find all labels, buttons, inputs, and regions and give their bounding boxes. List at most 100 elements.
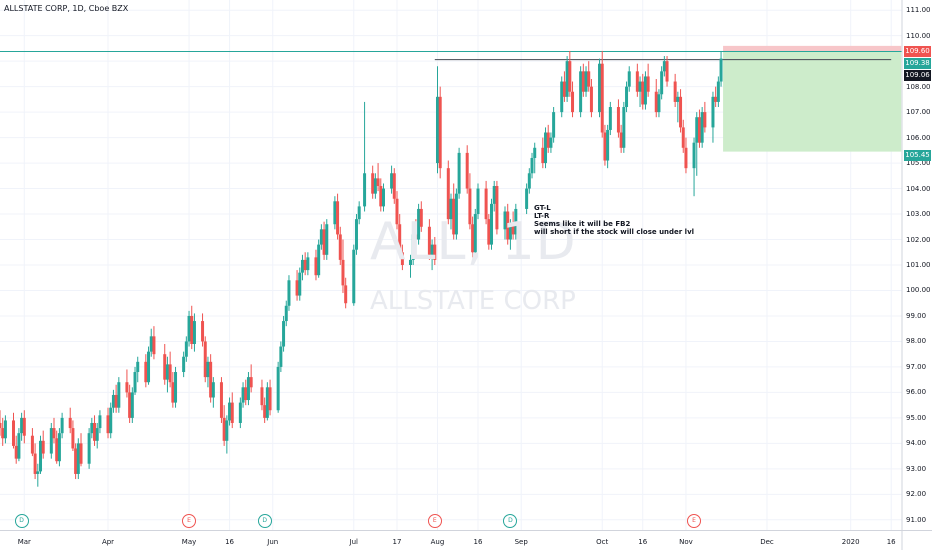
- candle-body: [419, 208, 423, 227]
- candle-body: [616, 107, 620, 133]
- candle-body: [268, 387, 272, 411]
- candle-body: [93, 422, 97, 441]
- candle-body: [390, 173, 394, 189]
- candle-body: [643, 76, 647, 105]
- candle-body: [395, 198, 399, 225]
- candle-body: [606, 129, 610, 161]
- candle-body: [641, 81, 645, 105]
- candle-body: [600, 63, 604, 133]
- candle-body: [484, 188, 488, 220]
- candle-body: [508, 224, 512, 240]
- stop-loss-zone: [723, 45, 902, 52]
- trade-note[interactable]: GT-L LT-R Seems like it will be FB2 will…: [534, 204, 694, 236]
- candle-body: [41, 440, 45, 454]
- candle-body: [646, 76, 650, 92]
- candle-body: [584, 71, 588, 92]
- candle-body: [263, 405, 267, 418]
- candle-body: [319, 229, 323, 245]
- candle-body: [503, 211, 507, 230]
- candle-body: [679, 96, 683, 128]
- candle-body: [530, 157, 534, 174]
- candle-body: [60, 417, 64, 434]
- candle-body: [0, 422, 2, 429]
- candle-body: [303, 259, 307, 271]
- candle-body: [306, 257, 310, 271]
- earnings-marker[interactable]: E: [182, 514, 197, 528]
- candle-body: [673, 81, 677, 102]
- candle-body: [282, 321, 286, 347]
- candle-body: [446, 168, 450, 220]
- x-tick-label: 16: [886, 538, 896, 546]
- dividend-marker[interactable]: D: [503, 514, 518, 528]
- x-tick-label: 17: [392, 538, 402, 546]
- y-tick-label: 97.00: [906, 362, 927, 371]
- candle-body: [3, 420, 7, 439]
- y-tick-label: 91.00: [906, 515, 927, 524]
- y-tick-label: 101.00: [906, 261, 931, 269]
- y-tick-label: 111.00: [906, 6, 931, 15]
- candle-body: [284, 305, 288, 322]
- candle-body: [587, 71, 591, 87]
- candle-body: [376, 178, 380, 187]
- candle-body: [400, 252, 404, 265]
- y-tick-label: 102.00: [906, 235, 931, 244]
- dividend-marker[interactable]: D: [14, 514, 29, 528]
- candle-body: [95, 428, 99, 441]
- candle-body: [625, 86, 629, 108]
- candle-body: [414, 234, 418, 240]
- candle-body: [168, 364, 172, 383]
- candle-body: [203, 341, 207, 378]
- candle-body: [136, 361, 140, 373]
- candle-body: [465, 152, 469, 189]
- candle-body: [333, 201, 337, 225]
- candle-body: [325, 224, 329, 255]
- candle-body: [417, 208, 421, 240]
- candle-body: [541, 147, 545, 164]
- candle-body: [581, 71, 585, 92]
- candle-body: [171, 382, 175, 403]
- candle-body: [692, 142, 696, 169]
- x-tick-label: 2020: [841, 538, 860, 546]
- candle-body: [549, 137, 553, 148]
- candle-body: [287, 280, 291, 306]
- candle-body: [55, 438, 59, 462]
- candle-body: [300, 259, 304, 273]
- candle-body: [22, 417, 26, 436]
- candle-body: [544, 132, 548, 164]
- candle-body: [363, 173, 367, 207]
- candle-body: [603, 132, 607, 161]
- candle-body: [392, 173, 396, 199]
- candle-body: [352, 249, 356, 304]
- candle-body: [373, 178, 377, 194]
- candle-body: [608, 107, 612, 130]
- note-line: will short if the stock will close under…: [534, 228, 695, 236]
- candle-body: [560, 81, 564, 113]
- candle-body: [716, 81, 720, 102]
- x-tick-label: Mar: [17, 538, 31, 546]
- price-tag: 109.38: [904, 58, 931, 69]
- candle-body: [336, 201, 340, 235]
- candle-body: [714, 96, 718, 102]
- candle-body: [276, 366, 280, 411]
- candle-body: [149, 336, 153, 352]
- candle-body: [184, 341, 188, 357]
- candle-body: [700, 112, 704, 143]
- candle-body: [314, 257, 318, 276]
- x-tick-label: Sep: [514, 538, 528, 546]
- candle-body: [246, 377, 250, 401]
- y-tick-label: 94.00: [906, 439, 927, 448]
- candle-body: [12, 420, 16, 446]
- y-tick-label: 107.00: [906, 108, 931, 117]
- candle-body: [211, 382, 215, 398]
- dividend-marker[interactable]: D: [257, 514, 272, 528]
- candle-body: [665, 61, 669, 82]
- candle-body: [435, 96, 439, 164]
- earnings-marker[interactable]: E: [687, 514, 702, 528]
- candle-body: [295, 280, 299, 296]
- x-tick-label: Jun: [267, 538, 279, 546]
- y-tick-label: 105.00: [906, 159, 931, 168]
- candle-body: [133, 372, 137, 393]
- earnings-marker[interactable]: E: [427, 514, 442, 528]
- candle-body: [52, 428, 56, 439]
